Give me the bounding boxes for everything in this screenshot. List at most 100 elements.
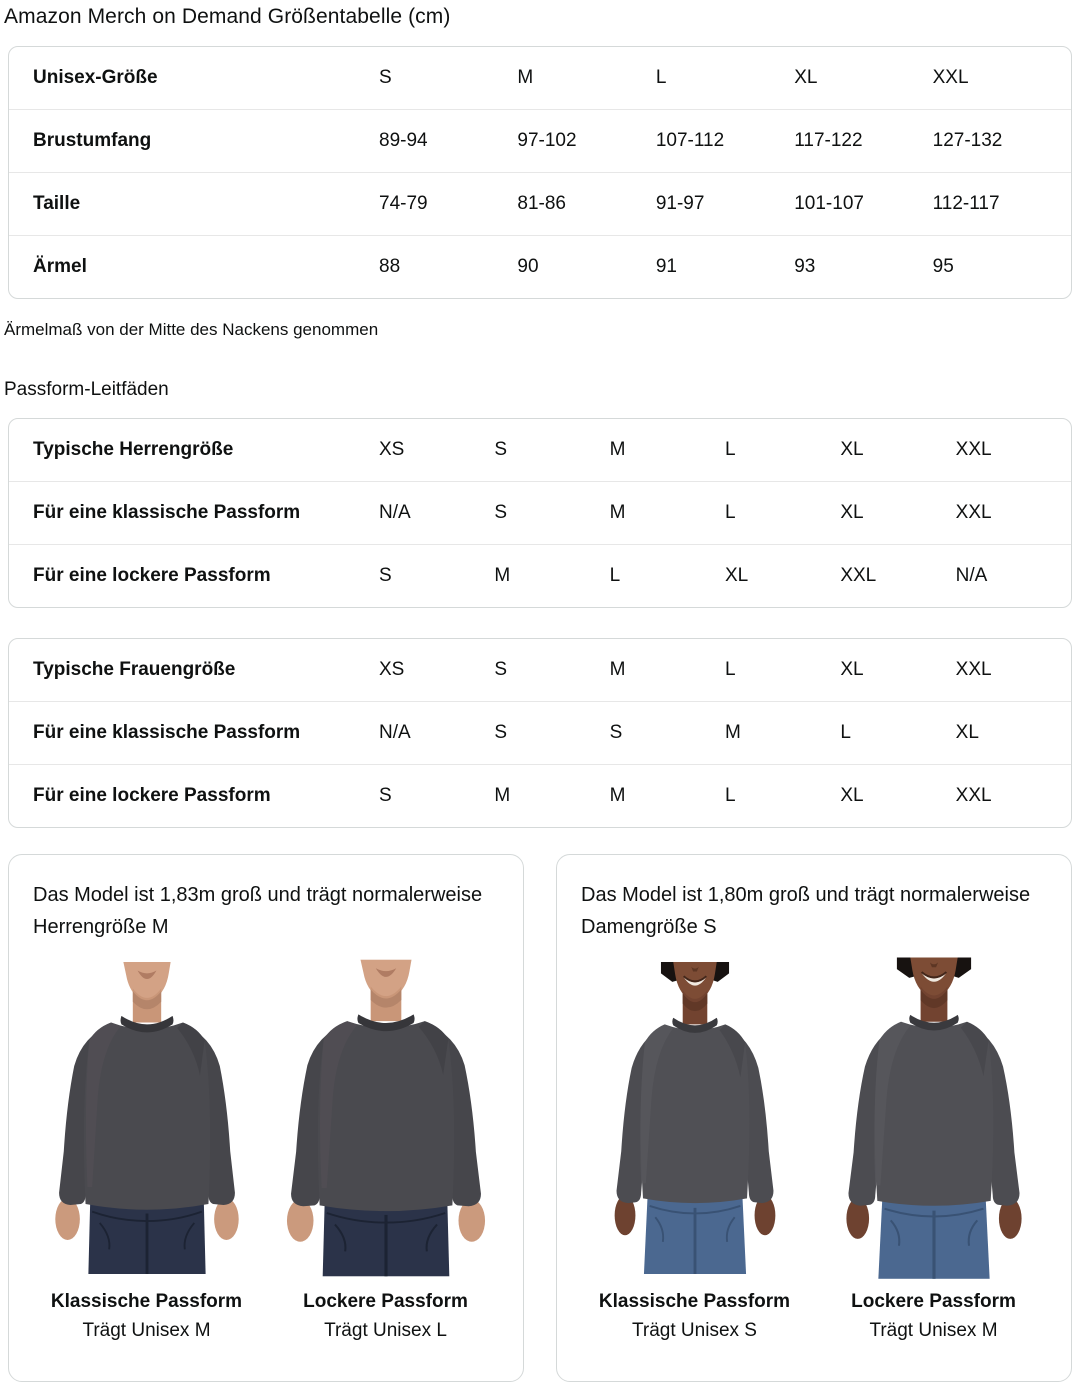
womens-model-card: Das Model ist 1,80m groß und trägt norma… [556, 854, 1072, 1382]
table-row: Für eine lockere Passform S M M L XL XXL [9, 764, 1071, 827]
size-cell: S [494, 439, 508, 460]
size-cell: 117-122 [794, 130, 863, 151]
wears-label: Trägt Unisex S [632, 1320, 757, 1341]
size-cell: 90 [517, 256, 539, 277]
size-cell: S [494, 659, 508, 680]
model-figure-loose: Lockere Passform Trägt Unisex L [266, 953, 505, 1343]
figures-row: Klassische Passform Trägt Unisex M Locke… [27, 953, 505, 1343]
fit-label: Klassische Passform [598, 1291, 791, 1312]
size-cell: S [494, 722, 508, 743]
size-cell: L [840, 722, 851, 743]
size-cell: 101-107 [794, 193, 864, 214]
size-cell: S [609, 722, 623, 743]
row-label: Für eine lockere Passform [33, 565, 271, 586]
table-row: Für eine klassische Passform N/A S S M L… [9, 701, 1071, 764]
size-cell: XL [724, 565, 749, 586]
womens-fit-table: Typische Frauengröße XS S M L XL XXL Für… [8, 638, 1072, 828]
sleeve-measure-footnote: Ärmelmaß von der Mitte des Nackens genom… [4, 320, 379, 339]
size-cell: XXL [955, 502, 992, 523]
figures-row: Klassische Passform Trägt Unisex S Locke… [575, 953, 1053, 1343]
size-cell: XL [840, 785, 864, 806]
fit-guides-heading: Passform-Leitfäden [4, 379, 169, 400]
table-row: Unisex-Größe S M L XL XXL [9, 47, 1071, 109]
size-cell: XL [840, 502, 864, 523]
model-figure-loose: Lockere Passform Trägt Unisex M [814, 953, 1053, 1343]
size-cell: M [609, 439, 626, 460]
size-cell: L [724, 439, 736, 460]
size-cell: 74-79 [379, 193, 428, 214]
model-figure-classic: Klassische Passform Trägt Unisex M [27, 953, 266, 1343]
wears-label: Trägt Unisex M [869, 1320, 998, 1341]
size-cell: XL [840, 439, 864, 460]
size-cell: N/A [955, 565, 988, 586]
fit-label: Lockere Passform [303, 1291, 468, 1312]
size-cell: L [655, 67, 667, 88]
row-label: Typische Herrengröße [33, 439, 234, 460]
fit-label: Klassische Passform [50, 1291, 243, 1312]
size-cell: M [494, 565, 511, 586]
model-figure-classic: Klassische Passform Trägt Unisex S [575, 953, 814, 1343]
size-cell: M [609, 502, 626, 523]
table-row: Typische Frauengröße XS S M L XL XXL [9, 639, 1071, 701]
size-cell: XS [379, 659, 405, 680]
size-cell: 112-117 [932, 193, 1000, 214]
female-model-photo-loose-fit [830, 953, 1038, 1283]
size-cell: M [517, 67, 534, 88]
fit-label: Lockere Passform [851, 1291, 1016, 1312]
row-label: Für eine klassische Passform [33, 502, 301, 523]
size-cell: 89-94 [379, 130, 428, 151]
size-cell: XXL [955, 785, 992, 806]
size-cell: L [724, 659, 736, 680]
size-cell: M [724, 722, 741, 743]
size-cell: N/A [379, 722, 411, 743]
row-label: Für eine klassische Passform [33, 722, 301, 743]
female-model-photo-classic-fit [591, 953, 799, 1283]
male-model-photo-classic-fit [43, 953, 251, 1283]
size-cell: 91-97 [655, 193, 705, 214]
row-label: Brustumfang [33, 130, 152, 151]
wears-label: Trägt Unisex L [324, 1320, 447, 1341]
page-title: Amazon Merch on Demand Größentabelle (cm… [4, 5, 451, 28]
size-cell: 127-132 [932, 130, 1003, 151]
row-label: Typische Frauengröße [33, 659, 236, 680]
row-label: Taille [33, 193, 81, 214]
size-cell: S [379, 67, 392, 88]
size-cell: 88 [379, 256, 401, 277]
size-cell: XXL [955, 659, 992, 680]
table-row: Taille 74-79 81-86 91-97 101-107 112-117 [9, 172, 1071, 235]
size-cell: XS [379, 439, 405, 460]
size-cell: N/A [379, 502, 411, 523]
size-cell: L [724, 785, 736, 806]
size-cell: 81-86 [517, 193, 567, 214]
size-cell: 97-102 [517, 130, 577, 151]
mens-fit-table: Typische Herrengröße XS S M L XL XXL Für… [8, 418, 1072, 608]
size-cell: 95 [932, 256, 954, 277]
table-row: Ärmel 88 90 91 93 95 [9, 235, 1071, 298]
table-row: Für eine klassische Passform N/A S M L X… [9, 481, 1071, 544]
size-cell: L [724, 502, 736, 523]
table-row: Typische Herrengröße XS S M L XL XXL [9, 419, 1071, 481]
mens-model-card: Das Model ist 1,83m groß und trägt norma… [8, 854, 524, 1382]
male-model-photo-loose-fit [282, 953, 490, 1283]
size-cell: S [379, 785, 392, 806]
size-cell: XL [840, 659, 864, 680]
wears-label: Trägt Unisex M [82, 1320, 211, 1341]
size-cell: 93 [794, 256, 816, 277]
size-cell: XL [955, 722, 979, 743]
model-description: Das Model ist 1,80m groß und trägt norma… [581, 884, 1031, 938]
row-label: Ärmel [33, 256, 87, 277]
model-description: Das Model ist 1,83m groß und trägt norma… [33, 884, 483, 938]
size-cell: M [494, 785, 511, 806]
row-label: Für eine lockere Passform [33, 785, 271, 806]
size-cell: M [609, 785, 626, 806]
model-cards: Das Model ist 1,83m groß und trägt norma… [8, 854, 1072, 1382]
size-cell: M [609, 659, 626, 680]
size-cell: XXL [840, 565, 877, 586]
table-row: Für eine lockere Passform S M L XL XXL N… [9, 544, 1071, 607]
size-cell: S [379, 565, 392, 586]
unisex-size-table: Unisex-Größe S M L XL XXL Brustumfang 89… [8, 46, 1072, 299]
size-cell: 107-112 [655, 130, 725, 151]
size-cell: XXL [932, 67, 969, 88]
size-cell: S [494, 502, 508, 523]
